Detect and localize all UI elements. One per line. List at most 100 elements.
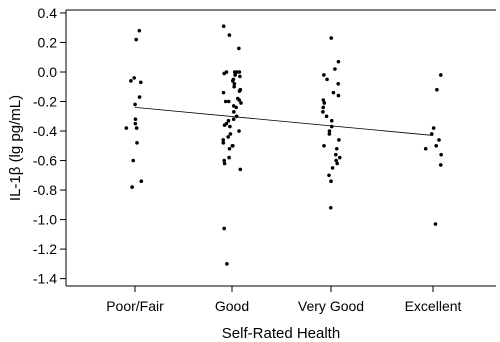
- data-point: [228, 132, 233, 136]
- data-point: [437, 138, 441, 142]
- data-point: [221, 90, 226, 95]
- y-tick-label: -1.2: [33, 241, 57, 257]
- y-tick-label: -0.8: [33, 182, 57, 198]
- data-point: [334, 158, 338, 163]
- data-point: [329, 179, 333, 184]
- data-point: [335, 161, 339, 166]
- data-point: [234, 70, 239, 74]
- x-tick-label: Poor/Fair: [106, 298, 164, 314]
- trend-line: [134, 107, 434, 136]
- data-point: [137, 28, 142, 33]
- y-tick-label: 0.2: [38, 34, 58, 50]
- data-point: [226, 99, 231, 104]
- axes: 0.4 0.2 0.0 -0.2 -0.4 -0.6 -0.8 -1.0 -1.2 -1.4 Poo…: [33, 5, 496, 314]
- y-tick-label: -0.6: [33, 153, 57, 169]
- y-tick-label: 0.0: [38, 64, 58, 80]
- data-point: [134, 126, 139, 130]
- data-point: [133, 102, 137, 107]
- data-points: [124, 24, 443, 266]
- data-point: [221, 24, 226, 29]
- data-point: [222, 226, 226, 231]
- data-point: [239, 101, 243, 105]
- data-point: [237, 46, 241, 51]
- data-point: [322, 143, 326, 148]
- data-point: [222, 123, 227, 127]
- data-point: [327, 129, 332, 133]
- data-point: [336, 81, 340, 86]
- data-point: [237, 89, 242, 93]
- data-point: [226, 135, 230, 139]
- data-point: [237, 98, 242, 102]
- data-point: [434, 143, 438, 148]
- data-point: [322, 101, 327, 105]
- data-point: [227, 146, 232, 151]
- data-point: [325, 77, 329, 82]
- data-point: [438, 73, 443, 77]
- data-point: [233, 73, 237, 77]
- data-point: [429, 132, 434, 136]
- data-point: [231, 117, 236, 122]
- data-point: [226, 118, 231, 123]
- data-point: [227, 33, 232, 37]
- data-point: [334, 146, 339, 151]
- data-point: [129, 79, 133, 83]
- data-point: [431, 126, 436, 130]
- y-tick-label: -1.0: [33, 212, 57, 228]
- data-point: [333, 152, 338, 157]
- data-point: [423, 146, 428, 151]
- data-point: [336, 93, 341, 98]
- data-point: [230, 79, 235, 83]
- data-point: [130, 185, 134, 189]
- data-point: [329, 36, 333, 40]
- data-point: [221, 138, 226, 142]
- data-point: [336, 59, 341, 64]
- data-point: [337, 138, 341, 142]
- data-point: [135, 141, 139, 145]
- data-point: [232, 110, 236, 114]
- data-point: [327, 173, 331, 178]
- data-point: [131, 158, 136, 163]
- data-point: [337, 155, 342, 160]
- data-point: [435, 87, 439, 92]
- y-tick-label: -0.2: [33, 94, 57, 110]
- data-point: [321, 110, 325, 114]
- data-point: [225, 262, 229, 266]
- data-point: [328, 205, 333, 210]
- data-point: [322, 73, 326, 77]
- data-point: [234, 105, 238, 110]
- data-point: [321, 105, 326, 110]
- data-point: [222, 158, 226, 163]
- data-point: [439, 152, 443, 157]
- x-tick-label: Very Good: [298, 298, 364, 314]
- data-point: [321, 98, 326, 102]
- data-point: [329, 124, 334, 129]
- data-point: [330, 166, 335, 170]
- data-point: [133, 121, 138, 126]
- data-point: [139, 80, 143, 85]
- x-axis-title: Self-Rated Health: [222, 325, 340, 342]
- data-point: [222, 71, 227, 76]
- data-point: [237, 70, 242, 74]
- data-point: [124, 126, 129, 130]
- data-point: [137, 95, 142, 99]
- data-point: [329, 118, 334, 123]
- y-tick-label: -1.4: [33, 271, 57, 287]
- data-point: [132, 76, 136, 80]
- data-point: [230, 143, 235, 148]
- data-point: [238, 167, 243, 172]
- data-point: [139, 179, 144, 184]
- data-point: [232, 84, 236, 89]
- data-point: [222, 161, 227, 166]
- data-point: [133, 117, 138, 122]
- data-point: [433, 222, 438, 226]
- data-point: [327, 132, 332, 136]
- trend-line-layer: [134, 107, 434, 136]
- data-point: [331, 90, 336, 95]
- x-tick-label: Good: [215, 298, 249, 314]
- y-tick-label: 0.4: [38, 5, 58, 21]
- data-point: [232, 81, 237, 86]
- data-point: [234, 114, 239, 119]
- data-point: [228, 124, 232, 129]
- data-point: [438, 163, 443, 167]
